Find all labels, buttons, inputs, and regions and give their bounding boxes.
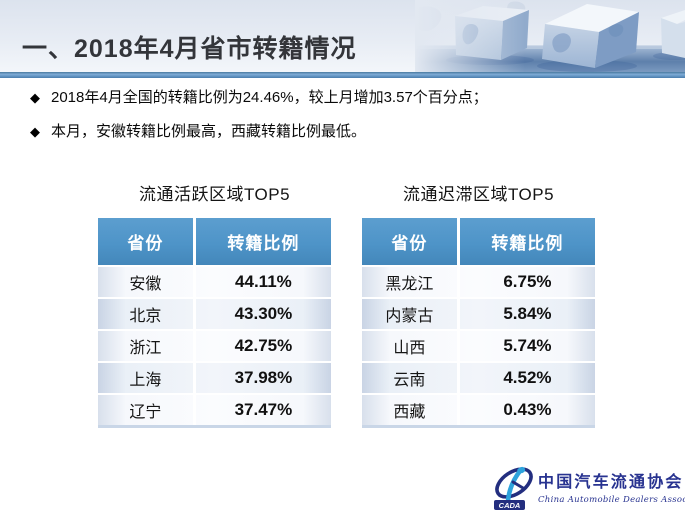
cell-ratio: 5.84% — [503, 304, 552, 323]
cell-ratio: 44.11% — [235, 272, 292, 291]
bullet-text: 本月，安徽转籍比例最高，西藏转籍比例最低。 — [51, 123, 367, 140]
cell-ratio: 43.30% — [234, 304, 293, 323]
cada-logo: CADA 中国汽车流通协会 China Automobile Dealers A… — [493, 460, 685, 512]
table-row: 辽宁 37.47% — [98, 393, 331, 425]
cell-province: 浙江 — [98, 331, 196, 361]
logo-name-en: China Automobile Dealers Association — [538, 495, 685, 505]
graphic-fade-overlay — [415, 0, 525, 72]
cell-ratio: 37.98% — [234, 368, 293, 387]
cell-ratio: 5.74% — [503, 336, 552, 355]
table-row: 浙江 42.75% — [98, 329, 331, 361]
cell-province: 安徽 — [98, 267, 196, 297]
bullet-text: 2018年4月全国的转籍比例为24.46%，较上月增加3.57个百分点； — [51, 89, 488, 106]
active-regions-section: 流通活跃区域TOP5 省份 转籍比例 安徽 44.11% 北京 43.30% 浙… — [98, 183, 331, 428]
table-header-row: 省份 转籍比例 — [98, 218, 331, 265]
cell-province: 云南 — [362, 363, 460, 393]
cell-province: 辽宁 — [98, 395, 196, 425]
column-header-ratio: 转籍比例 — [491, 234, 564, 253]
column-header-province: 省份 — [98, 218, 196, 265]
cell-ratio: 0.43% — [503, 400, 552, 419]
logo-text-block: 中国汽车流通协会 China Automobile Dealers Associ… — [538, 468, 685, 505]
table-row: 北京 43.30% — [98, 297, 331, 329]
sluggish-regions-table-title: 流通迟滞区域TOP5 — [402, 185, 555, 204]
cell-ratio: 6.75% — [503, 272, 552, 291]
sluggish-regions-section: 流通迟滞区域TOP5 省份 转籍比例 黑龙江 6.75% 内蒙古 5.84% 山… — [362, 183, 595, 428]
table-row: 黑龙江 6.75% — [362, 265, 595, 297]
active-regions-table: 省份 转籍比例 安徽 44.11% 北京 43.30% 浙江 42.75% 上海… — [98, 218, 331, 428]
cell-province: 北京 — [98, 299, 196, 329]
page-title: 一、2018年4月省市转籍情况 — [22, 35, 357, 63]
globe-cubes-image — [415, 0, 685, 72]
slide-header: 一、2018年4月省市转籍情况 — [0, 0, 685, 72]
cell-ratio: 42.75% — [234, 336, 293, 355]
column-header-province: 省份 — [362, 218, 460, 265]
cell-province: 黑龙江 — [362, 267, 460, 297]
diamond-bullet-icon: ◆ — [30, 124, 40, 139]
cell-province: 山西 — [362, 331, 460, 361]
active-regions-table-title: 流通活跃区域TOP5 — [138, 185, 291, 204]
cell-province: 上海 — [98, 363, 196, 393]
cell-ratio: 37.47% — [234, 400, 293, 419]
column-header-ratio: 转籍比例 — [227, 234, 300, 253]
table-row: 西藏 0.43% — [362, 393, 595, 425]
cell-province: 内蒙古 — [362, 299, 460, 329]
diamond-bullet-icon: ◆ — [30, 90, 40, 105]
cell-ratio: 4.52% — [503, 368, 552, 387]
sluggish-regions-table: 省份 转籍比例 黑龙江 6.75% 内蒙古 5.84% 山西 5.74% 云南 … — [362, 218, 595, 428]
cada-emblem-icon: CADA — [494, 466, 533, 510]
table-row: 上海 37.98% — [98, 361, 331, 393]
accent-divider — [0, 72, 685, 78]
table-row: 安徽 44.11% — [98, 265, 331, 297]
bullet-item: ◆ 2018年4月全国的转籍比例为24.46%，较上月增加3.57个百分点； — [30, 87, 650, 108]
bullet-item: ◆ 本月，安徽转籍比例最高，西藏转籍比例最低。 — [30, 121, 650, 142]
cada-acronym: CADA — [499, 501, 521, 510]
table-row: 云南 4.52% — [362, 361, 595, 393]
table-header-row: 省份 转籍比例 — [362, 218, 595, 265]
logo-name-cn: 中国汽车流通协会 — [538, 474, 684, 491]
cell-province: 西藏 — [362, 395, 460, 425]
bullet-list: ◆ 2018年4月全国的转籍比例为24.46%，较上月增加3.57个百分点； ◆… — [30, 87, 650, 155]
table-row: 内蒙古 5.84% — [362, 297, 595, 329]
table-row: 山西 5.74% — [362, 329, 595, 361]
